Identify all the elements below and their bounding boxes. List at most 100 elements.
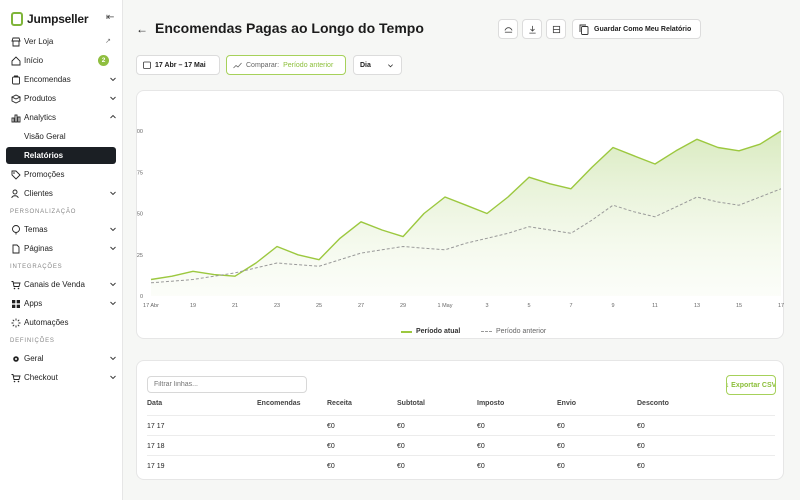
series-line-current (150, 130, 782, 281)
chevron-down-icon (110, 356, 116, 361)
x-tick-label: 29 (400, 303, 406, 309)
sidebar-item-label: Analytics (24, 113, 57, 122)
download-button[interactable] (522, 19, 542, 39)
sidebar-item-promotions[interactable]: Promoções (11, 166, 117, 183)
sidebar-item-general[interactable]: Geral (11, 350, 117, 367)
x-tick-label: 11 (652, 303, 658, 309)
sidebar-item-products[interactable]: Produtos (11, 90, 117, 107)
layout-button[interactable] (546, 19, 566, 39)
download-icon (528, 25, 536, 34)
row-divider (147, 455, 775, 456)
filter-rows-input[interactable] (147, 376, 307, 393)
external-link-icon: ↗ (105, 38, 111, 45)
sidebar-item-label: Páginas (24, 244, 53, 253)
trend-icon (233, 62, 242, 68)
column-header[interactable]: Envio (557, 400, 577, 407)
brand[interactable]: Jumpseller (11, 12, 89, 26)
table-cell: €0 (327, 423, 335, 430)
page-icon (11, 244, 21, 254)
chart-card: 0 25 50 75 100 17 Abr 19 21 23 25 27 29 1 May 3 5 7 9 11 1… (136, 90, 784, 339)
line-chart: 0 25 50 75 100 17 Abr 19 21 23 25 27 29 1 May 3 5 7 9 11 1… (137, 129, 784, 309)
legend-swatch-previous (481, 331, 492, 332)
series-area-current (151, 131, 781, 296)
x-tick-label: 7 (569, 303, 572, 309)
section-label-integrations: INTEGRAÇÕES (10, 264, 63, 270)
x-tick-label: 27 (358, 303, 364, 309)
column-header[interactable]: Receita (327, 400, 352, 407)
sidebar-item-label: Canais de Venda (24, 280, 85, 289)
table-cell: €0 (477, 443, 485, 450)
sidebar-item-reports[interactable]: Relatórios (6, 147, 116, 164)
legend-swatch-current (401, 330, 412, 333)
y-tick-label: 25 (137, 253, 143, 259)
orders-icon (11, 75, 21, 85)
x-tick-label: 3 (485, 303, 488, 309)
calendar-icon (143, 61, 151, 69)
cart-icon (11, 280, 21, 290)
sidebar-item-themes[interactable]: Temas (11, 221, 117, 238)
legend-item-current[interactable]: Período atual (401, 328, 460, 335)
table-cell: €0 (397, 463, 405, 470)
chart-type-button[interactable] (498, 19, 518, 39)
jumpseller-logo-icon (11, 12, 23, 26)
sidebar-item-pages[interactable]: Páginas (11, 240, 117, 257)
x-tick-label: 9 (611, 303, 614, 309)
sidebar-item-label: Promoções (24, 170, 65, 179)
column-header[interactable]: Imposto (477, 400, 505, 407)
sidebar-item-overview[interactable]: Visão Geral (24, 132, 66, 141)
sidebar-item-label: Produtos (24, 94, 57, 103)
y-tick-label: 50 (137, 212, 143, 218)
collapse-sidebar-icon[interactable]: ⇤ (106, 12, 115, 23)
table-cell: 17 18 (147, 443, 165, 450)
section-label-personalization: PERSONALIZAÇÃO (10, 209, 77, 215)
back-arrow-icon[interactable]: ← (136, 22, 148, 36)
column-header[interactable]: Encomendas (257, 400, 301, 407)
x-tick-label: 21 (232, 303, 238, 309)
sidebar-item-home[interactable]: Início 2 (11, 52, 117, 69)
chevron-up-icon (110, 114, 116, 119)
sidebar-item-channels[interactable]: Canais de Venda (11, 276, 117, 293)
store-icon (11, 37, 21, 47)
chevron-down-icon (110, 96, 116, 101)
copy-icon (579, 24, 589, 35)
sidebar-item-store[interactable]: Ver Loja ↗ (11, 33, 117, 50)
sidebar-item-customers[interactable]: Clientes (11, 185, 117, 202)
table-cell: 17 19 (147, 463, 165, 470)
x-tick-label: 5 (527, 303, 530, 309)
column-header[interactable]: Data (147, 400, 163, 407)
users-icon (11, 189, 21, 199)
y-tick-label: 0 (140, 294, 143, 300)
table-cell: €0 (557, 423, 565, 430)
brush-icon (11, 224, 21, 235)
sidebar-item-analytics[interactable]: Analytics (11, 109, 117, 126)
chevron-down-icon (110, 375, 116, 380)
save-report-button[interactable]: Guardar Como Meu Relatório (572, 19, 701, 39)
x-tick-label: 23 (274, 303, 280, 309)
page-title: Encomendas Pagas ao Longo do Tempo (155, 20, 424, 36)
granularity-select[interactable]: Dia (353, 55, 402, 75)
column-header[interactable]: Desconto (637, 400, 669, 407)
sidebar-item-apps[interactable]: Apps (11, 295, 117, 312)
table-cell: €0 (637, 463, 645, 470)
sidebar-item-checkout[interactable]: Checkout (11, 369, 117, 386)
sidebar-item-automations[interactable]: Automações (11, 314, 117, 331)
export-csv-button[interactable]: ↓ Exportar CSV (726, 375, 776, 395)
compare-select[interactable]: Comparar: Período anterior (226, 55, 346, 75)
brand-name: Jumpseller (27, 12, 89, 26)
legend-label-current: Período atual (416, 328, 461, 335)
legend-item-previous[interactable]: Período anterior (481, 328, 546, 335)
save-report-label: Guardar Como Meu Relatório (594, 25, 692, 33)
column-header[interactable]: Subtotal (397, 400, 425, 407)
sidebar-item-label: Ver Loja (24, 37, 54, 46)
columns-icon (552, 25, 560, 33)
sidebar-item-orders[interactable]: Encomendas (11, 71, 117, 88)
table-cell: €0 (557, 443, 565, 450)
tag-icon (11, 170, 21, 180)
chevron-down-icon (110, 227, 116, 232)
row-divider (147, 415, 775, 416)
date-range-picker[interactable]: 17 Abr – 17 Mai (136, 55, 220, 75)
table-cell: €0 (637, 423, 645, 430)
automation-icon (11, 318, 21, 328)
sidebar-item-label: Temas (24, 225, 48, 234)
table-cell: €0 (477, 423, 485, 430)
